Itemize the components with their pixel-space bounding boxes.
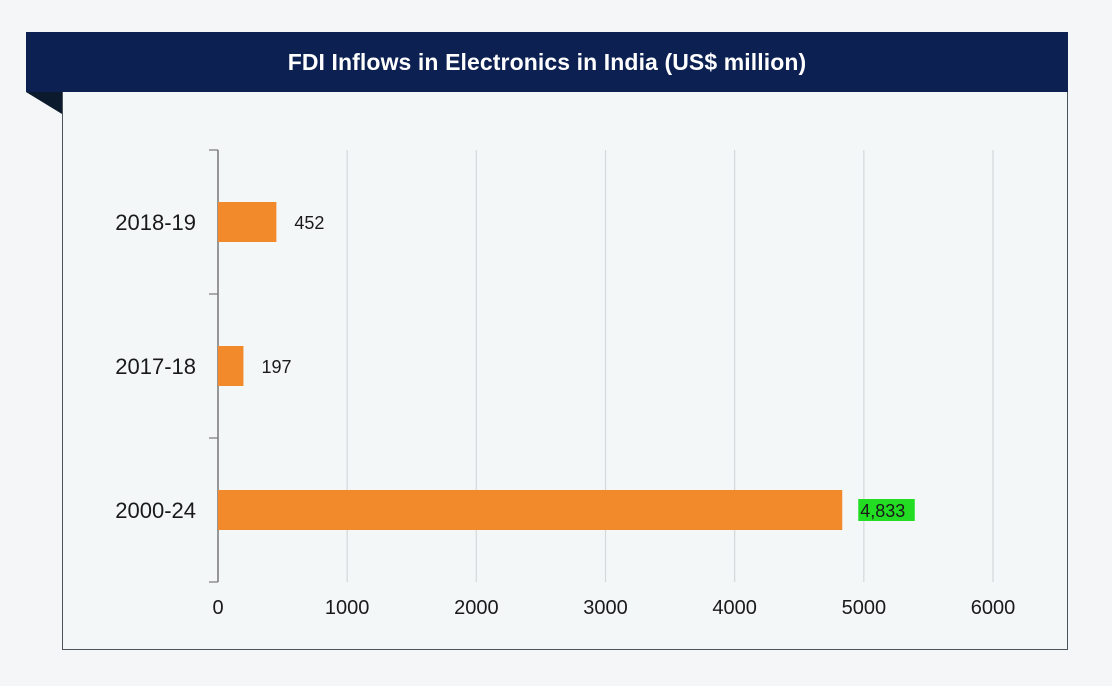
bar bbox=[218, 346, 244, 386]
x-tick-label: 4000 bbox=[712, 597, 757, 619]
bar bbox=[218, 202, 277, 242]
y-tick-label: 2000-24 bbox=[115, 498, 196, 523]
chart-title: FDI Inflows in Electronics in India (US$… bbox=[287, 48, 807, 75]
data-label-highlight bbox=[858, 499, 915, 521]
title-banner: FDI Inflows in Electronics in India (US$… bbox=[26, 32, 1068, 92]
y-tick-label: 2018-19 bbox=[115, 210, 196, 235]
bar bbox=[218, 490, 843, 530]
x-tick-label: 2000 bbox=[454, 597, 499, 619]
data-label: 452 bbox=[294, 213, 324, 233]
x-tick-label: 0 bbox=[212, 597, 223, 619]
x-tick-label: 5000 bbox=[842, 597, 887, 619]
y-tick-label: 2017-18 bbox=[115, 354, 196, 379]
banner-fold bbox=[26, 92, 62, 114]
data-label: 4,833 bbox=[860, 501, 905, 521]
x-tick-label: 1000 bbox=[325, 597, 370, 619]
x-tick-label: 3000 bbox=[583, 597, 628, 619]
data-label: 197 bbox=[261, 357, 291, 377]
x-tick-label: 6000 bbox=[971, 597, 1016, 619]
